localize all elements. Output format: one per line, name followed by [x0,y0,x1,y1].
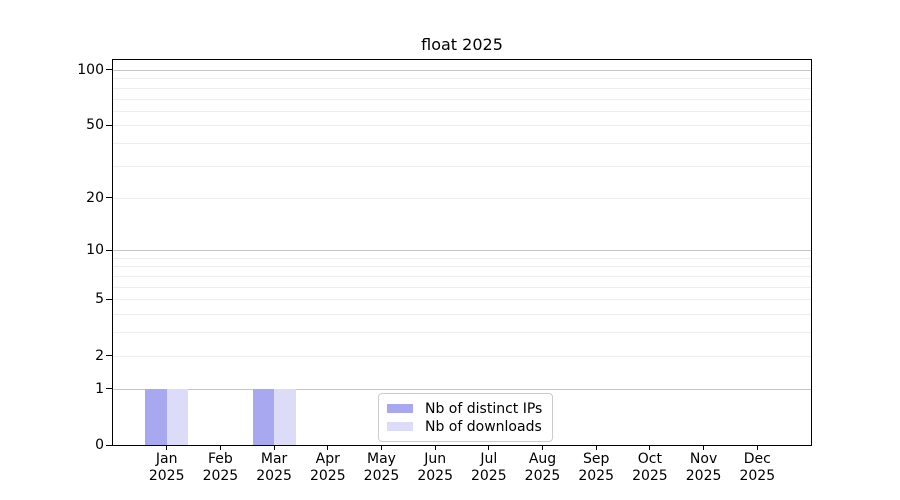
x-tick-label: Jun 2025 [417,451,453,484]
major-gridline [113,388,811,390]
bar-jan-downloads [166,388,189,445]
legend-label-distinct-ips: Nb of distinct IPs [425,400,543,417]
minor-gridline [113,266,811,268]
minor-gridline [113,125,811,127]
minor-gridline [113,332,811,334]
x-tick-mark [595,445,597,450]
x-tick-label: Sep 2025 [578,451,614,484]
y-tick-label: 100 [77,61,104,78]
x-tick-mark [756,445,758,450]
x-tick-label: Apr 2025 [309,451,346,484]
x-tick-mark [166,445,168,450]
legend-swatch-downloads [387,422,413,431]
bar-mar-distinct-ips [252,388,275,445]
x-tick-label: Jan 2025 [148,451,185,484]
y-tick-label: 20 [86,189,104,206]
minor-gridline [113,299,811,301]
y-tick-mark [106,197,112,198]
y-tick-label: 5 [95,291,104,308]
x-tick-label: May 2025 [363,451,400,484]
y-tick-mark [106,355,112,357]
x-tick-mark [273,445,275,450]
x-tick-label: Jul 2025 [470,451,507,484]
chart-title: float 2025 [421,35,503,54]
x-tick-mark [434,445,436,450]
plot-area: 0 1 2 5 10 20 50 100 Jan 2025 Feb 2025 Mar 2025 Apr… [77,59,812,484]
minor-gridline [113,197,811,199]
y-tick-label: 0 [95,437,104,453]
x-tick-mark [219,445,221,450]
minor-gridline [113,143,811,145]
legend-row-distinct-ips: Nb of distinct IPs [387,400,542,417]
y-tick-mark [106,388,112,390]
legend-label-downloads: Nb of downloads [425,418,542,435]
y-tick-label: 50 [86,117,104,134]
minor-gridline [113,257,811,259]
minor-gridline [113,286,811,288]
minor-gridline [113,355,811,357]
x-tick-label: Mar 2025 [256,451,292,484]
x-tick-mark [542,445,543,450]
minor-gridline [113,98,811,100]
major-gridline [113,250,811,252]
bar-mar-downloads [274,388,296,445]
x-tick-label: Nov 2025 [685,451,722,484]
x-tick-label: Aug 2025 [524,451,561,484]
legend: Nb of distinct IPs Nb of downloads [378,393,554,442]
y-tick-label: 10 [86,242,104,259]
minor-gridline [113,314,811,316]
minor-gridline [113,276,811,277]
minor-gridline [113,110,811,112]
x-tick-label: Feb 2025 [202,451,239,484]
x-tick-mark [381,445,382,450]
minor-gridline [113,78,811,80]
x-tick-mark [703,445,705,450]
y-tick-mark [106,69,112,71]
bar-jan-distinct-ips [145,388,167,445]
y-tick-mark [106,249,112,251]
legend-swatch-distinct-ips [387,404,413,413]
major-gridline [113,69,811,71]
x-tick-label: Oct 2025 [632,451,668,484]
y-tick-label: 2 [95,347,104,364]
x-tick-mark [327,445,329,450]
legend-row-downloads: Nb of downloads [387,418,542,435]
x-tick-mark [488,445,490,450]
minor-gridline [113,165,811,167]
y-tick-mark [106,124,112,126]
x-tick-mark [649,445,651,450]
x-tick-label: Dec 2025 [739,451,776,484]
y-tick-mark [106,298,112,300]
y-tick-mark [106,444,112,446]
y-tick-label: 1 [95,380,104,397]
minor-gridline [113,87,811,89]
